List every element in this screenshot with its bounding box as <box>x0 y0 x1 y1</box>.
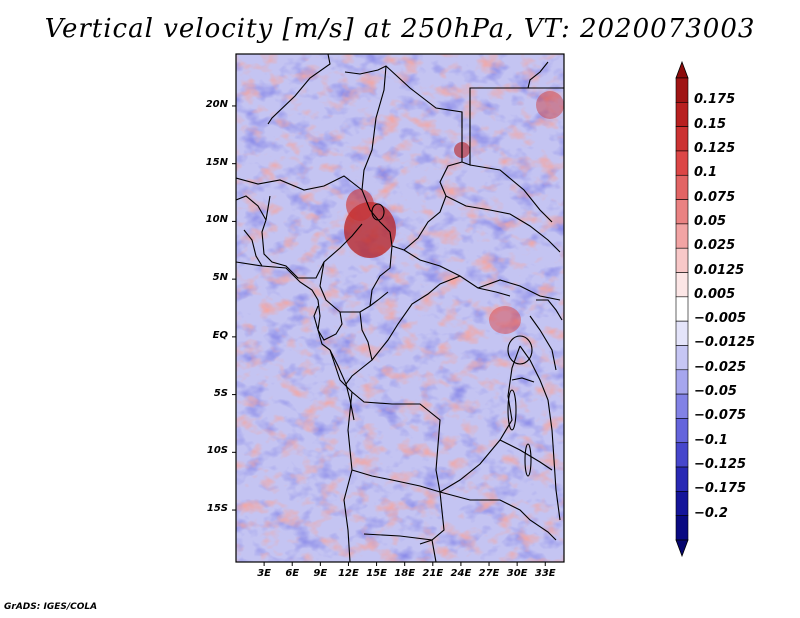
lat-label: 10S <box>206 445 228 457</box>
colorbar-swatch <box>675 199 689 225</box>
colorbar-label: 0.15 <box>694 116 727 132</box>
colorbar-min-arrow <box>675 539 689 558</box>
colorbar-swatch <box>675 223 689 249</box>
lon-label: 33E <box>534 568 556 579</box>
lon-label: 21E <box>422 568 444 579</box>
grads-credit: GrADS: IGES/COLA <box>4 602 98 612</box>
colorbar-label: 0.0125 <box>694 262 745 278</box>
colorbar-swatch <box>675 345 689 371</box>
colorbar-swatch <box>675 418 689 444</box>
lat-label: EQ <box>212 329 228 341</box>
lon-label: 15E <box>366 568 387 579</box>
lon-label: 9E <box>313 568 328 579</box>
colorbar-swatch <box>675 174 689 200</box>
lon-label: 18E <box>394 568 416 579</box>
lat-label: 15N <box>205 156 228 168</box>
colorbar-swatch <box>675 491 689 516</box>
colorbar-swatch <box>675 369 689 395</box>
colorbar-swatch <box>675 272 689 298</box>
lat-label: 15S <box>206 503 228 515</box>
colorbar-label: −0.025 <box>694 359 747 375</box>
colorbar-swatch <box>675 442 689 468</box>
colorbar-swatch <box>675 296 689 322</box>
colorbar-swatch <box>675 466 689 492</box>
colorbar-label: 0.1 <box>694 165 718 181</box>
colorbar-label: 0.125 <box>694 140 736 156</box>
lon-label: 3E <box>257 568 271 579</box>
lon-label: 27E <box>478 568 500 579</box>
country-borders <box>236 54 564 562</box>
colorbar-label: 0.175 <box>694 92 736 108</box>
colorbar-swatch <box>675 102 689 127</box>
plot-title: Vertical velocity [m/s] at 250hPa, VT: 2… <box>44 14 756 44</box>
colorbar-label: 0.075 <box>694 189 736 205</box>
lon-label: 12E <box>338 568 359 579</box>
colorbar-swatch <box>675 126 689 152</box>
lat-label: 20N <box>205 98 228 110</box>
lon-label: 24E <box>450 568 472 579</box>
map-frame <box>235 53 565 563</box>
colorbar-swatch <box>675 515 689 541</box>
colorbar-swatch <box>675 320 689 346</box>
colorbar-label: 0.05 <box>694 213 727 229</box>
lat-label: 5S <box>213 387 228 399</box>
colorbar-label: 0.025 <box>694 238 736 254</box>
lat-label: 10N <box>205 214 228 226</box>
colorbar-label: −0.05 <box>694 384 737 400</box>
velocity-field <box>236 54 564 562</box>
colorbar-label: −0.175 <box>694 481 747 497</box>
colorbar-label: −0.0125 <box>694 335 756 351</box>
lon-label: 6E <box>285 568 300 579</box>
colorbar-label: 0.005 <box>694 286 736 302</box>
colorbar-swatch <box>675 247 689 273</box>
axis-ticks <box>232 105 546 566</box>
colorbar-label: −0.075 <box>694 408 747 424</box>
colorbar-swatch <box>675 150 689 176</box>
colorbar-swatch <box>675 77 689 103</box>
lat-label: 5N <box>212 272 228 284</box>
colorbar-label: −0.1 <box>694 432 728 448</box>
colorbar <box>675 60 689 558</box>
colorbar-max-arrow <box>675 60 689 79</box>
colorbar-label: −0.2 <box>694 505 728 521</box>
lon-label: 30E <box>506 568 528 579</box>
colorbar-label: −0.005 <box>694 311 747 327</box>
colorbar-swatch <box>675 393 689 419</box>
colorbar-label: −0.125 <box>694 457 747 473</box>
